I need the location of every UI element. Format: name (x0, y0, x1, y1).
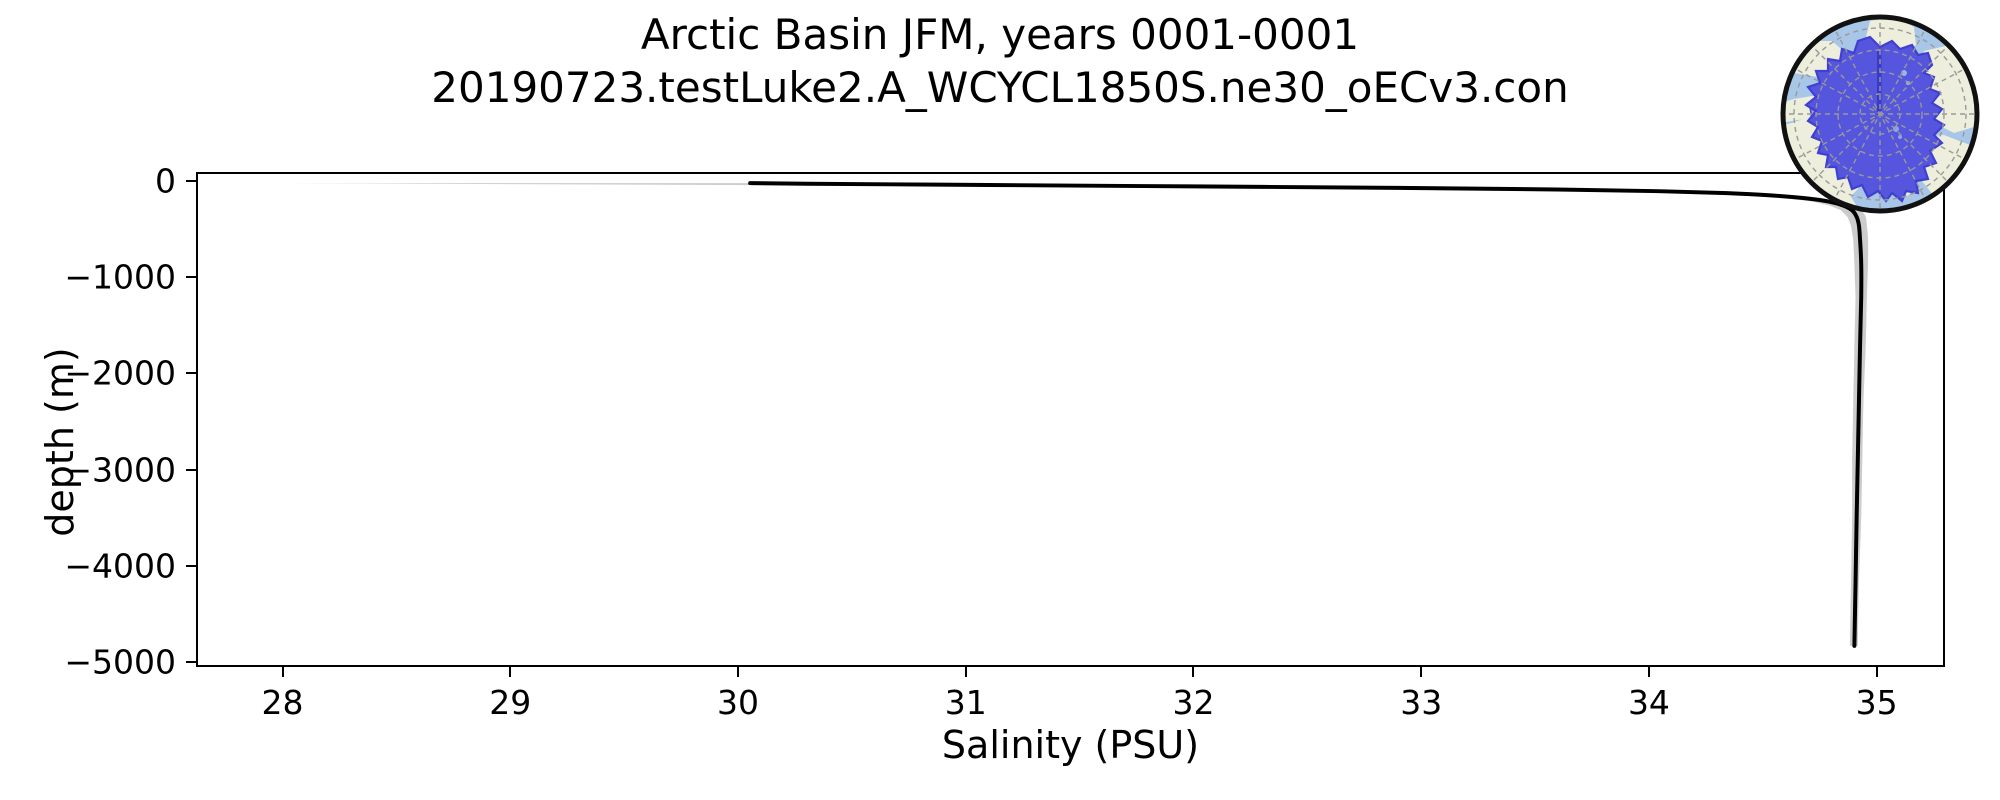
y-tick-mark (186, 564, 196, 567)
globe-graticule (1783, 17, 1977, 211)
y-tick-mark (186, 275, 196, 278)
x-tick-mark (1420, 667, 1423, 677)
y-tick-label: −5000 (64, 642, 176, 682)
y-tick-mark (186, 372, 196, 375)
x-tick-label: 34 (1627, 683, 1670, 722)
x-tick-mark (964, 667, 967, 677)
region-globe-inset (1774, 11, 1986, 217)
x-tick-mark (1192, 667, 1195, 677)
globe-highlight-region (1804, 35, 1946, 203)
x-tick-mark (1647, 667, 1650, 677)
x-tick-label: 30 (717, 683, 759, 722)
plot-axes-frame (196, 172, 1945, 667)
mean-line-group (748, 181, 1864, 648)
x-tick-label: 33 (1400, 683, 1443, 722)
y-tick-label: 0 (155, 161, 176, 201)
y-tick-label: −2000 (64, 353, 176, 393)
x-tick-mark (1875, 667, 1878, 677)
y-tick-mark (186, 468, 196, 471)
x-tick-label: 31 (944, 683, 987, 722)
y-tick-label: −4000 (64, 546, 176, 586)
y-tick-mark (186, 661, 196, 664)
x-tick-label: 29 (489, 683, 532, 722)
y-tick-label: −3000 (64, 450, 176, 490)
mean-salinity-line (748, 181, 1864, 648)
x-tick-label: 35 (1855, 683, 1898, 722)
y-tick-mark (186, 179, 196, 182)
x-tick-mark (509, 667, 512, 677)
y-axis-label: depth (m) (38, 347, 82, 537)
x-tick-label: 32 (1172, 683, 1215, 722)
globe-icon (1780, 14, 1980, 214)
profile-plot (284, 181, 1869, 648)
y-tick-label: −1000 (64, 257, 176, 297)
x-tick-label: 28 (261, 683, 304, 722)
globe-rim (1780, 14, 1980, 214)
x-tick-mark (737, 667, 739, 677)
x-axis-label: Salinity (PSU) (941, 723, 1200, 767)
x-tick-mark (281, 667, 284, 677)
